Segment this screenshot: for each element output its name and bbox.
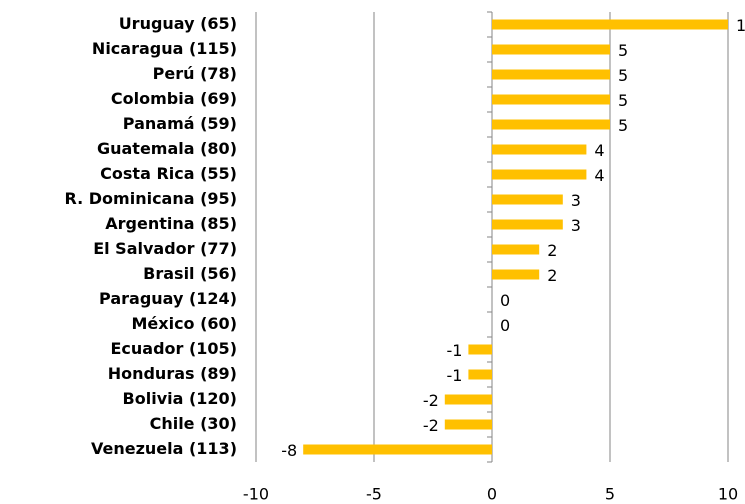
bar [492,144,587,155]
y-tick-label: Guatemala (80) [97,139,237,158]
y-tick-label: México (60) [131,314,237,333]
value-label: 4 [594,141,604,160]
value-label: 3 [571,216,581,235]
bar [444,394,492,405]
y-tick-label: Honduras (89) [108,364,237,383]
y-tick-label: Argentina (85) [105,214,237,233]
x-tick-label: -5 [366,485,382,504]
bar [492,169,587,180]
value-label: 5 [618,66,628,85]
bar [492,94,610,105]
bar [468,344,492,355]
bar [492,219,563,230]
y-tick-label: Paraguay (124) [99,289,237,308]
value-label: 4 [594,166,604,185]
y-tick-label: R. Dominicana (95) [65,189,238,208]
bar [468,369,492,380]
y-tick-label: Chile (30) [150,414,237,433]
y-tick-label: El Salvador (77) [93,239,237,258]
bar [492,269,540,280]
value-label: -8 [281,441,297,460]
value-label: 0 [500,291,510,310]
y-tick-label: Venezuela (113) [91,439,237,458]
x-tick-label: 10 [718,485,738,504]
bar [492,194,563,205]
value-label: 5 [618,91,628,110]
value-label: -2 [423,416,439,435]
value-label: 2 [547,241,557,260]
y-tick-label: Uruguay (65) [119,14,237,33]
value-label: -1 [446,341,462,360]
x-tick-label: 5 [605,485,615,504]
bar [492,244,540,255]
bar [303,444,492,455]
bar [492,119,610,130]
y-tick-label: Costa Rica (55) [100,164,237,183]
value-label: 5 [618,116,628,135]
value-label: 10 [736,16,745,35]
y-tick-label: Brasil (56) [143,264,237,283]
value-label: -2 [423,391,439,410]
value-label: 2 [547,266,557,285]
y-tick-label: Perú (78) [153,64,237,83]
y-tick-label: Ecuador (105) [110,339,237,358]
y-tick-label: Nicaragua (115) [92,39,237,58]
bar [492,69,610,80]
x-tick-label: 0 [487,485,497,504]
value-label: -1 [446,366,462,385]
y-tick-label: Bolivia (120) [123,389,237,408]
y-tick-label: Panamá (59) [123,114,237,133]
y-tick-label: Colombia (69) [111,89,237,108]
bar [492,19,728,30]
value-label: 0 [500,316,510,335]
value-label: 3 [571,191,581,210]
x-tick-label: -10 [243,485,269,504]
bar [444,419,492,430]
bar [492,44,610,55]
value-label: 5 [618,41,628,60]
